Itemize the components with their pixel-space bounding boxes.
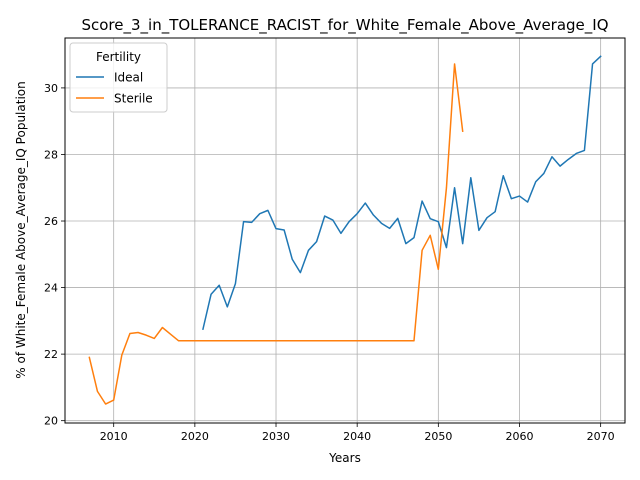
x-tick-label: 2060: [505, 430, 533, 443]
x-tick-label: 2040: [343, 430, 371, 443]
y-tick-label: 28: [44, 148, 58, 161]
plot-area-frame: [64, 37, 626, 424]
y-tick-label: 20: [44, 415, 58, 428]
y-tick-label: 22: [44, 348, 58, 361]
chart-title: Score_3_in_TOLERANCE_RACIST_for_White_Fe…: [81, 16, 608, 35]
y-tick-label: 24: [44, 282, 58, 295]
x-axis-ticks: 2010 2020 2030 2040 2050 2060 2070: [100, 423, 615, 443]
series-line-sterile: [88, 63, 464, 405]
legend-label-ideal: Ideal: [114, 71, 143, 85]
x-tick-label: 2030: [262, 430, 290, 443]
x-tick-label: 2050: [424, 430, 452, 443]
legend-title: Fertility: [96, 50, 141, 64]
series-lines: [88, 55, 602, 405]
grid-lines: [65, 38, 625, 423]
x-tick-label: 2020: [181, 430, 209, 443]
series-line-ideal: [202, 55, 602, 331]
y-axis-label: % of White_Female Above_Average_IQ Popul…: [14, 81, 28, 378]
y-tick-label: 30: [44, 82, 58, 95]
legend-box: [69, 42, 168, 113]
x-tick-label: 2070: [587, 430, 615, 443]
legend: Fertility Ideal Sterile: [69, 42, 168, 113]
x-tick-label: 2010: [100, 430, 128, 443]
y-tick-label: 26: [44, 215, 58, 228]
x-axis-label: Years: [328, 451, 361, 465]
legend-label-sterile: Sterile: [114, 92, 153, 106]
y-axis-ticks: 20 22 24 26 28 30: [44, 82, 65, 428]
